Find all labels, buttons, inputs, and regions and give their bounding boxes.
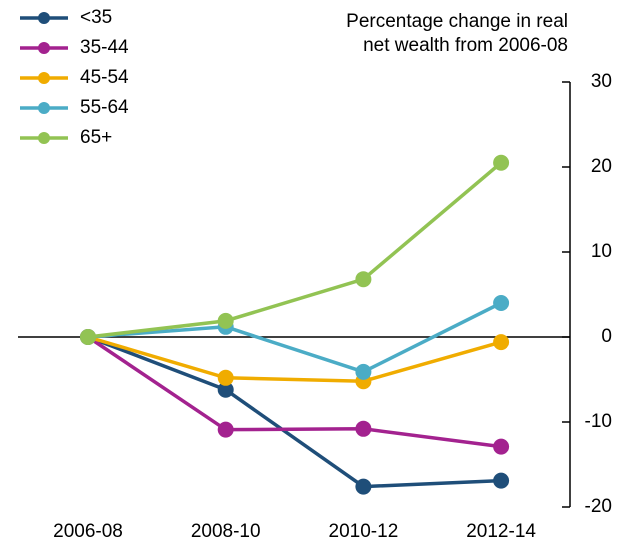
data-point — [217, 381, 234, 398]
series-line — [87, 335, 502, 489]
series-line — [87, 335, 502, 449]
y-tick-label: -20 — [585, 496, 612, 517]
series-line — [87, 161, 503, 339]
series-line — [87, 301, 502, 374]
y-tick-label: 10 — [591, 241, 612, 262]
data-point — [217, 312, 234, 329]
legend-label: 45-54 — [80, 67, 129, 88]
x-tick-label: 2012-14 — [466, 521, 536, 542]
data-point — [493, 334, 510, 351]
x-tick-label: 2010-12 — [329, 521, 399, 542]
chart-title: Percentage change in real net wealth fro… — [346, 11, 568, 56]
data-point — [355, 420, 372, 437]
data-point — [355, 363, 372, 380]
data-point — [80, 329, 96, 345]
x-tick-label: 2006-08 — [53, 521, 123, 542]
legend-marker — [38, 72, 50, 84]
legend-label: 35-44 — [80, 37, 129, 58]
legend-marker — [38, 132, 50, 144]
data-point — [493, 472, 510, 489]
y-tick-label: -10 — [585, 411, 612, 432]
data-point — [493, 438, 510, 455]
legend-label: <35 — [80, 7, 112, 28]
y-tick-label: 20 — [591, 156, 612, 177]
data-point — [355, 271, 372, 288]
series-line — [87, 335, 502, 383]
y-tick-label: 30 — [591, 71, 612, 92]
data-point — [217, 369, 234, 386]
x-tick-label: 2008-10 — [191, 521, 261, 542]
legend-marker — [38, 102, 50, 114]
legend-label: 55-64 — [80, 97, 129, 118]
data-point — [493, 295, 510, 311]
legend-label: 65+ — [80, 127, 112, 148]
data-point — [217, 421, 234, 438]
legend-marker — [38, 12, 50, 24]
legend-marker — [38, 42, 50, 54]
data-point — [355, 478, 372, 495]
data-point — [493, 154, 510, 171]
y-tick-label: 0 — [601, 326, 612, 347]
